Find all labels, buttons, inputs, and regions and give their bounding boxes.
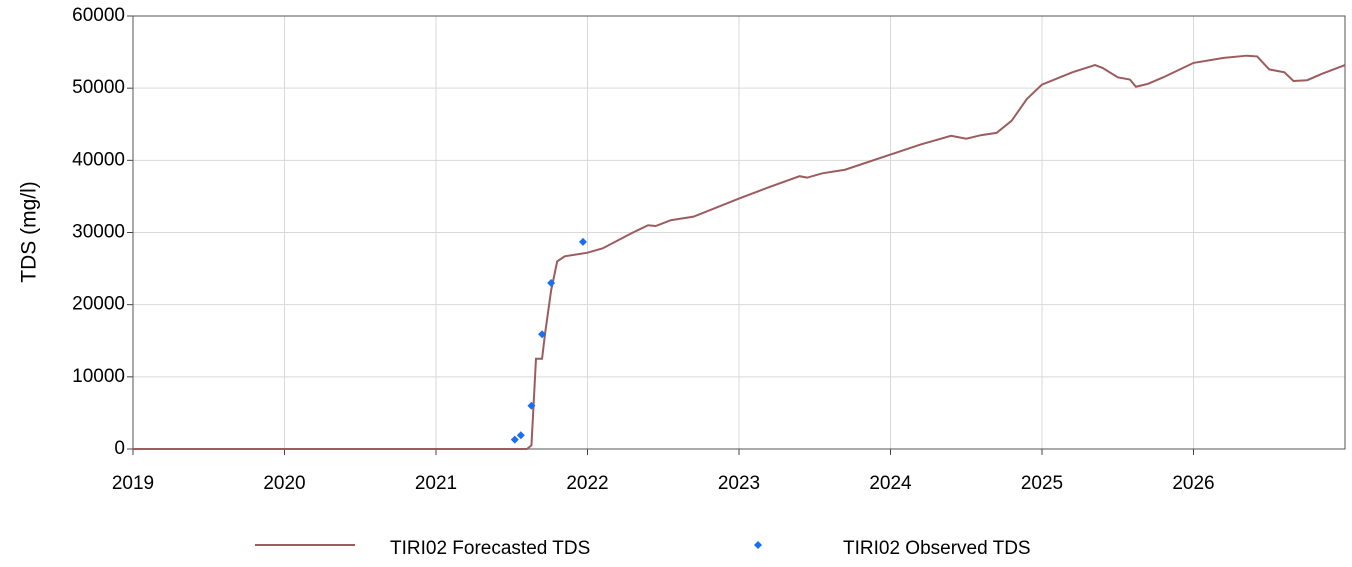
y-tick-label: 10000 <box>72 366 125 387</box>
y-tick-label: 50000 <box>72 77 125 98</box>
x-tick-label: 2026 <box>1172 473 1214 494</box>
x-tick-label: 2020 <box>263 473 305 494</box>
observed-point <box>510 435 519 444</box>
observed-point <box>578 237 587 246</box>
legend-label: TIRI02 Observed TDS <box>843 538 1031 559</box>
x-tick-label: 2024 <box>869 473 912 494</box>
x-tick-label: 2019 <box>112 473 154 494</box>
legend-marker <box>754 541 762 549</box>
observed-point <box>527 401 536 410</box>
y-tick-label: 60000 <box>72 5 125 26</box>
y-tick-label: 30000 <box>72 222 125 243</box>
plot-frame <box>132 15 1346 450</box>
y-tick-label: 40000 <box>72 149 125 170</box>
observed-point <box>547 279 556 288</box>
x-tick-label: 2021 <box>415 473 457 494</box>
legend-label: TIRI02 Forecasted TDS <box>390 538 590 559</box>
x-tick-label: 2023 <box>718 473 760 494</box>
forecast-line <box>133 54 1346 450</box>
y-tick-label: 20000 <box>72 294 125 315</box>
y-axis-label: TDS (mg/l) <box>18 181 41 283</box>
y-tick-label: 0 <box>114 438 125 459</box>
observed-point <box>538 330 547 339</box>
x-tick-label: 2025 <box>1021 473 1063 494</box>
x-tick-label: 2022 <box>566 473 608 494</box>
observed-point <box>516 431 525 440</box>
